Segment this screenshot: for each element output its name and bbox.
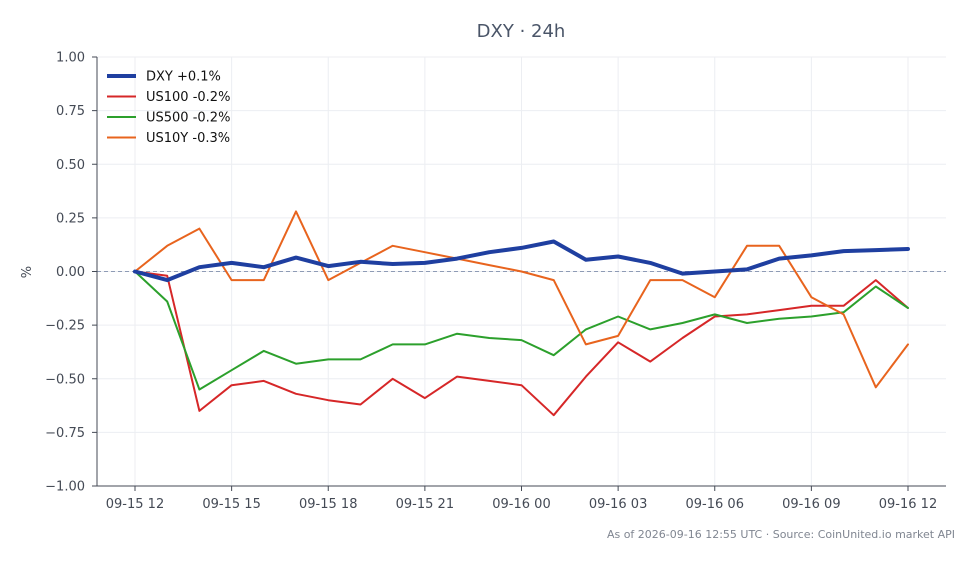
legend-label-dxy: DXY +0.1% [146, 70, 221, 85]
x-tick-label: 09-16 09 [782, 497, 840, 512]
legend-label-us100: US100 -0.2% [146, 90, 230, 105]
legend-label-us10y: US10Y -0.3% [146, 131, 230, 146]
series-group [133, 210, 910, 417]
y-tick-label: 0.25 [56, 211, 85, 226]
series-line-us500 [134, 270, 909, 391]
y-tick-label: 1.00 [56, 51, 85, 66]
legend-label-us500: US500 -0.2% [146, 111, 230, 126]
x-tick-label: 09-16 00 [492, 497, 550, 512]
y-tick-label: 0.50 [56, 158, 85, 173]
x-tick-label: 09-15 15 [202, 497, 260, 512]
legend: DXY +0.1% US100 -0.2% US500 -0.2% US10Y -0.… [107, 70, 230, 146]
y-axis-label: % [20, 266, 35, 278]
series-line-us100 [134, 270, 909, 417]
y-tick-label: 0.75 [56, 104, 85, 119]
y-tick-label: −0.50 [45, 372, 85, 387]
x-tick-label: 09-16 03 [589, 497, 647, 512]
series-line-us10y [134, 210, 909, 389]
y-tick-label: 0.00 [56, 265, 85, 280]
y-tick-label: −0.25 [45, 319, 85, 334]
x-tick-label: 09-16 12 [879, 497, 937, 512]
chart-title: DXY · 24h [477, 21, 566, 42]
footer-note: As of 2026-09-16 12:55 UTC · Source: Coi… [607, 528, 955, 541]
series-line-dxy [133, 239, 910, 283]
y-tick-label: −0.75 [45, 426, 85, 441]
y-tick-label: −1.00 [45, 480, 85, 495]
x-tick-label: 09-15 12 [106, 497, 164, 512]
axes: 1.00 0.75 0.50 0.25 0.00 −0.25 −0.50 −0.75 −1.00… [45, 51, 946, 512]
x-tick-label: 09-15 21 [396, 497, 454, 512]
x-tick-label: 09-15 18 [299, 497, 357, 512]
x-tick-label: 09-16 06 [686, 497, 744, 512]
